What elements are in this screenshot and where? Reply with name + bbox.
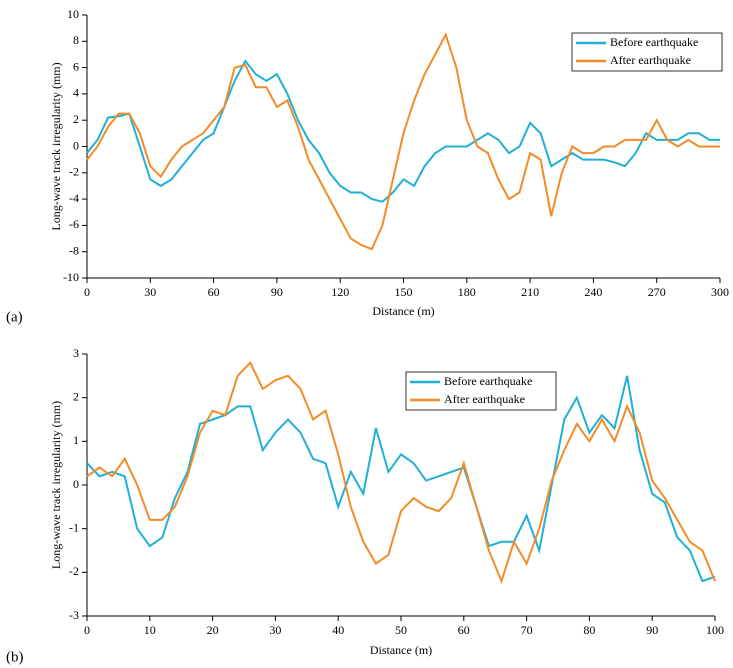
legend-box [405, 371, 557, 411]
y-tick-label: -1 [69, 520, 79, 534]
y-tick-label: 4 [73, 86, 79, 100]
y-tick-label: 2 [73, 112, 79, 126]
data-line [86, 32, 720, 251]
y-tick-label: -2 [69, 165, 79, 179]
x-tick-label: 210 [521, 285, 539, 299]
y-tick-label: 0 [73, 477, 79, 491]
y-tick-label: -8 [69, 243, 79, 257]
x-tick-label: 60 [208, 285, 220, 299]
y-axis-label: Long-wave track irregularity (mm) [49, 401, 63, 569]
y-tick-label: 10 [67, 7, 79, 21]
x-tick-label: 50 [395, 623, 407, 637]
x-tick-label: 70 [521, 623, 533, 637]
y-tick-label: 2 [73, 389, 79, 403]
x-tick-label: 20 [207, 623, 219, 637]
x-tick-label: 60 [458, 623, 470, 637]
x-tick-label: 150 [395, 285, 413, 299]
y-tick-label: 8 [73, 33, 79, 47]
legend-box [571, 32, 723, 72]
legend-label: Before earthquake [610, 35, 698, 49]
data-line [86, 360, 716, 585]
x-tick-label: 270 [648, 285, 666, 299]
x-tick-label: 100 [706, 623, 724, 637]
data-line [86, 375, 716, 583]
y-tick-label: -3 [69, 608, 79, 622]
y-tick-label: 1 [73, 433, 79, 447]
x-axis-label: Distance (m) [372, 304, 434, 318]
x-tick-label: 30 [144, 285, 156, 299]
y-tick-label: -6 [69, 217, 79, 231]
x-axis-label: Distance (m) [370, 643, 432, 657]
x-tick-label: 40 [332, 623, 344, 637]
y-tick-label: 3 [73, 346, 79, 360]
x-tick-label: 180 [458, 285, 476, 299]
x-tick-label: 300 [711, 285, 729, 299]
x-tick-label: 80 [583, 623, 595, 637]
x-tick-label: 10 [144, 623, 156, 637]
x-tick-label: 0 [84, 623, 90, 637]
x-tick-label: 240 [584, 285, 602, 299]
y-tick-label: -4 [69, 191, 79, 205]
x-tick-label: 30 [269, 623, 281, 637]
y-tick-label: 0 [73, 138, 79, 152]
x-tick-label: 0 [84, 285, 90, 299]
data-line [86, 59, 720, 203]
y-axis-label: Long-wave track irregularity (mm) [49, 62, 63, 230]
legend-label: Before earthquake [444, 374, 532, 388]
y-tick-label: -2 [69, 564, 79, 578]
panel-label: (a) [6, 309, 23, 325]
y-tick-label: -10 [63, 270, 79, 284]
legend-label: After earthquake [444, 392, 525, 406]
x-tick-label: 90 [271, 285, 283, 299]
legend-label: After earthquake [610, 53, 691, 67]
x-tick-label: 120 [331, 285, 349, 299]
panel-label: (b) [6, 649, 24, 665]
y-tick-label: 6 [73, 59, 79, 73]
x-tick-label: 90 [646, 623, 658, 637]
